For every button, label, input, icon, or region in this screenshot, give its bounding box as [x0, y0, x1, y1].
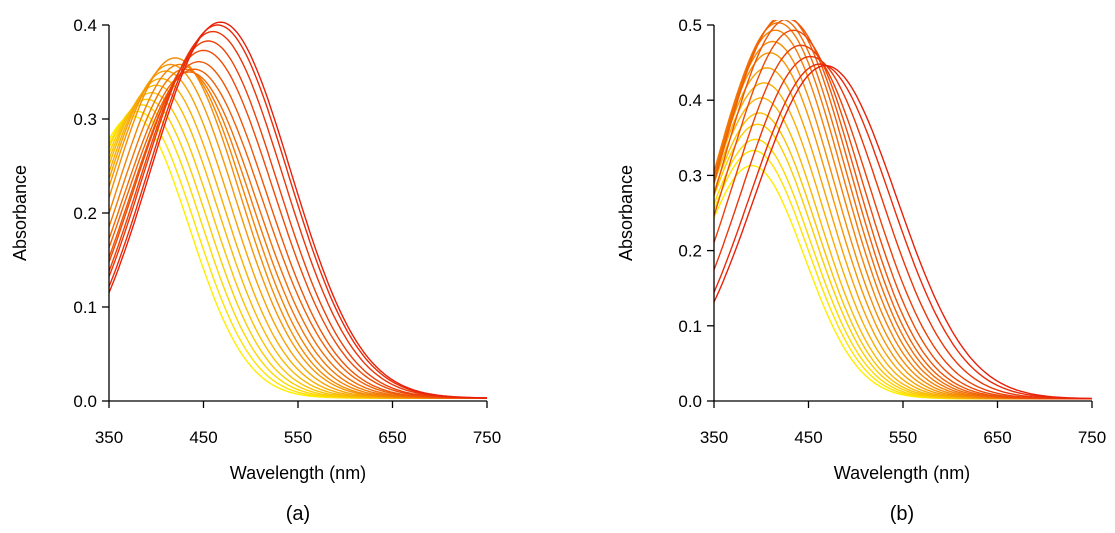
spectrum-curve-7: [714, 82, 1092, 400]
y-tick-label: 0.4: [73, 16, 97, 35]
x-tick-label: 650: [983, 428, 1011, 447]
y-tick-label: 0.5: [678, 16, 702, 35]
x-tick-label: 550: [889, 428, 917, 447]
x-tick-label: 450: [189, 428, 217, 447]
x-tick-label: 350: [700, 428, 728, 447]
y-tick-label: 0.1: [678, 317, 702, 336]
spectrum-curve-5: [714, 112, 1092, 400]
spectrum-curve-20: [714, 64, 1092, 400]
y-tick-label: 0.0: [73, 392, 97, 411]
panel-b-curves: [714, 20, 1092, 400]
spectrum-curve-1: [109, 115, 487, 399]
spectrum-curve-15: [109, 61, 487, 399]
spectrum-curve-15: [714, 20, 1092, 400]
y-tick-label: 0.2: [73, 204, 97, 223]
x-tick-label: 350: [95, 428, 123, 447]
panel-a-axes: 0.0 0.1 0.2 0.3 0.4 350 450 550 650 750: [73, 16, 501, 447]
y-tick-label: 0.0: [678, 392, 702, 411]
spectrum-curve-3: [714, 138, 1092, 400]
panel-b: 0.0 0.1 0.2 0.3 0.4 0.5 350 450 550 650 750 Wavele…: [616, 16, 1106, 525]
panel-b-ylabel: Absorbance: [616, 165, 636, 261]
spectrum-curve-17: [109, 40, 487, 399]
panel-a-curves: [109, 21, 487, 399]
panel-b-axes: 0.0 0.1 0.2 0.3 0.4 0.5 350 450 550 650 750: [678, 16, 1106, 447]
panel-a-ylabel: Absorbance: [10, 165, 30, 261]
spectrum-curve-10: [109, 57, 487, 399]
panel-a-xlabel: Wavelength (nm): [230, 463, 366, 483]
panel-a-label: (a): [286, 503, 310, 525]
x-tick-label: 750: [473, 428, 501, 447]
spectrum-curve-18: [109, 30, 487, 399]
spectrum-curve-14: [714, 20, 1092, 400]
spectrum-curve-19: [714, 63, 1092, 400]
x-tick-label: 550: [284, 428, 312, 447]
spectrum-curve-20: [109, 21, 487, 399]
spectrum-curve-18: [714, 55, 1092, 400]
spectrum-curve-14: [109, 68, 487, 399]
spectrum-curve-13: [714, 20, 1092, 400]
panel-b-label: (b): [890, 503, 914, 525]
x-tick-label: 650: [378, 428, 406, 447]
spectrum-curve-3: [109, 104, 487, 399]
spectrum-curve-9: [714, 52, 1092, 400]
y-tick-label: 0.2: [678, 242, 702, 261]
x-tick-label: 450: [794, 428, 822, 447]
spectrum-curve-2: [109, 110, 487, 399]
spectrum-curve-12: [109, 68, 487, 399]
y-tick-label: 0.4: [678, 91, 702, 110]
y-tick-label: 0.3: [73, 110, 97, 129]
x-tick-label: 750: [1078, 428, 1106, 447]
spectrum-curve-19: [109, 24, 487, 399]
y-tick-label: 0.1: [73, 298, 97, 317]
panel-a: 0.0 0.1 0.2 0.3 0.4 350 450 550 650 750 Wavelengt…: [10, 16, 501, 525]
y-tick-label: 0.3: [678, 166, 702, 185]
spectrum-curve-17: [714, 44, 1092, 400]
panel-b-xlabel: Wavelength (nm): [834, 463, 970, 483]
